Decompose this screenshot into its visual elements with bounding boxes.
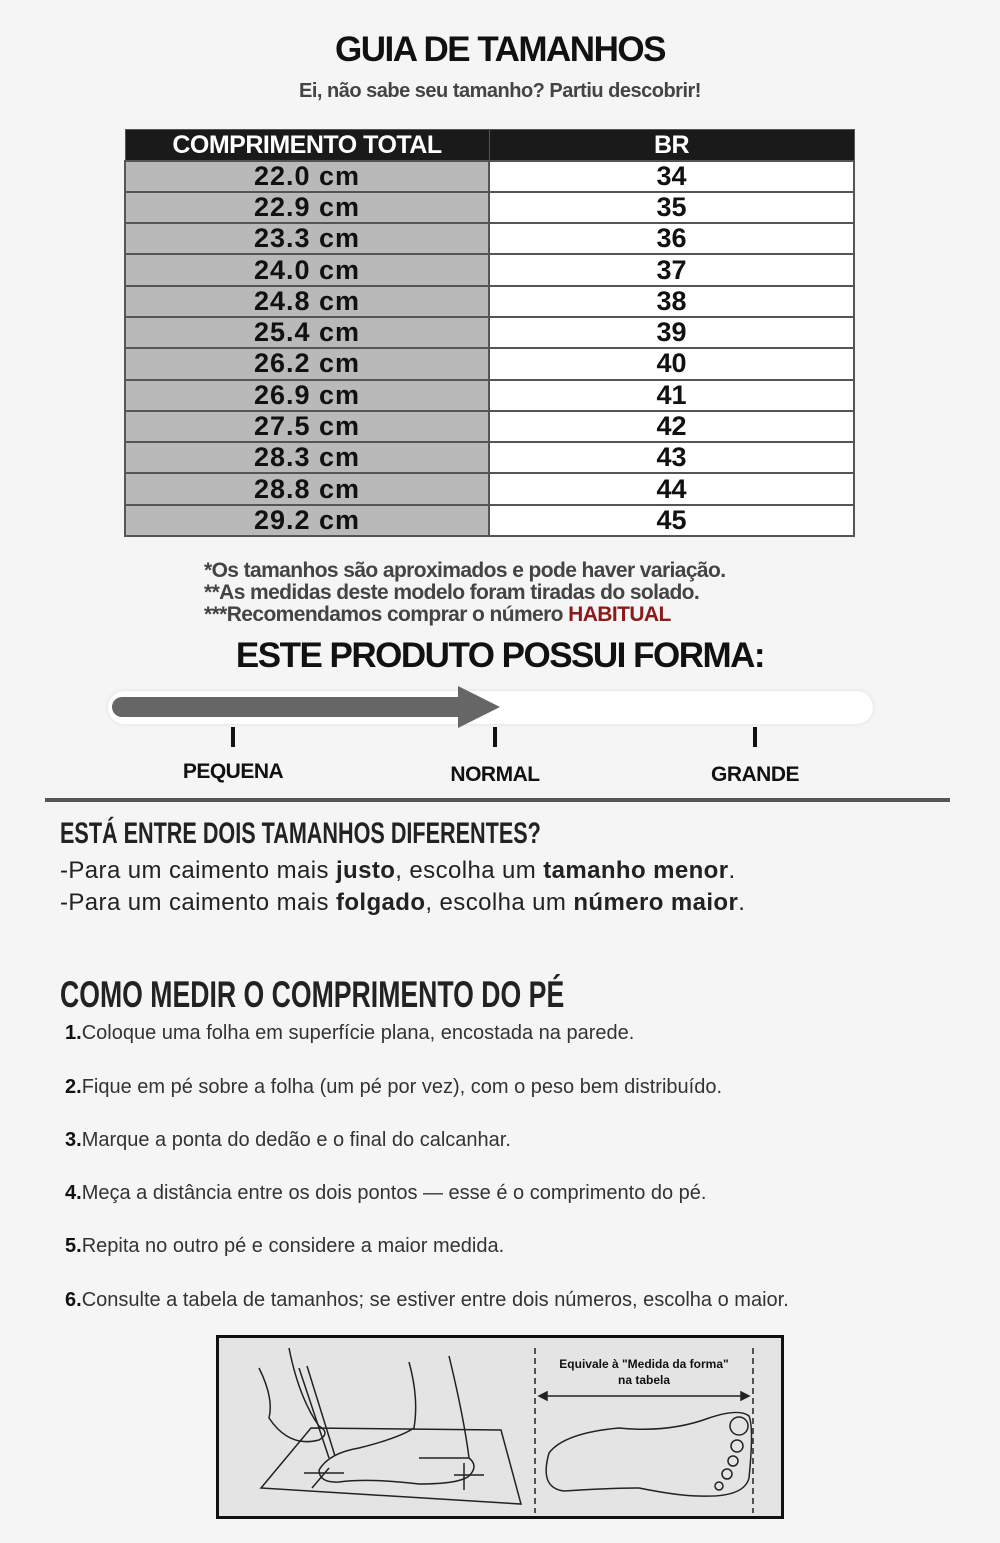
length-cell: 29.2 cm [124,503,490,538]
measure-step: 5.Repita no outro pé e considere a maior… [65,1235,505,1257]
between-line-1: -Para um caimento mais justo, escolha um… [60,857,736,884]
table-row: 25.4 cm 39 [124,315,855,350]
length-cell: 27.5 cm [124,409,490,444]
tick-normal [493,727,497,747]
size-table: COMPRIMENTO TOTAL BR 22.0 cm 34 22.9 cm 35 2… [124,129,855,538]
table-row: 22.9 cm 35 [124,190,855,225]
measure-step: 3.Marque a ponta do dedão e o final do c… [65,1129,511,1151]
table-row: 26.2 cm 40 [124,347,855,381]
length-cell: 25.4 cm [124,315,490,350]
length-cell: 23.3 cm [124,222,490,256]
tick-pequena [231,727,235,747]
table-row: 28.8 cm 44 [124,472,855,506]
br-size-cell: 43 [488,441,855,475]
measure-step: 4.Meça a distância entre os dois pontos … [65,1182,707,1204]
table-row: 26.9 cm 41 [124,378,855,412]
note-3-text: ***Recomendamos comprar o número [204,603,564,626]
br-size-cell: 39 [488,315,855,350]
habitual-highlight: HABITUAL [568,603,671,626]
br-size-cell: 35 [488,190,855,225]
how-to-measure-heading: COMO MEDIR O COMPRIMENTO DO PÉ [60,974,565,1015]
measure-step: 1.Coloque uma folha em superfície plana,… [65,1022,635,1044]
length-cell: 22.9 cm [124,190,490,225]
table-row: 27.5 cm 42 [124,409,855,444]
between-line-2: -Para um caimento mais folgado, escolha … [60,889,746,916]
fit-label-pequena: PEQUENA [182,760,284,783]
length-cell: 24.0 cm [124,253,490,287]
fit-title: ESTE PRODUTO POSSUI FORMA: [235,636,766,675]
measure-illustration: Equivale à "Medida da forma" na tabela [216,1335,784,1519]
table-row: 28.3 cm 43 [124,441,855,475]
br-size-cell: 40 [488,347,855,381]
page-subtitle: Ei, não sabe seu tamanho? Partiu descobr… [299,80,701,102]
length-cell: 26.2 cm [124,347,490,381]
note-1: *Os tamanhos são aproximados e pode have… [204,559,726,582]
br-size-cell: 45 [488,503,855,538]
length-cell: 28.3 cm [124,441,490,475]
br-size-cell: 38 [488,284,855,318]
length-cell: 22.0 cm [124,159,490,193]
column-header-br: BR [488,129,855,161]
table-row: 23.3 cm 36 [124,222,855,256]
br-size-cell: 34 [488,159,855,193]
fit-label-normal: NORMAL [450,763,540,786]
length-cell: 28.8 cm [124,472,490,506]
measure-step: 2.Fique em pé sobre a folha (um pé por v… [65,1076,723,1098]
note-3: ***Recomendamos comprar o número HABITUA… [204,604,725,626]
table-row: 22.0 cm 34 [124,159,855,193]
br-size-cell: 37 [488,253,855,287]
length-cell: 26.9 cm [124,378,490,412]
length-cell: 24.8 cm [124,284,490,318]
size-notes: *Os tamanhos são aproximados e pode have… [204,559,726,626]
section-divider [45,798,950,802]
tick-grande [753,727,757,747]
table-row: 29.2 cm 45 [124,503,855,538]
table-row: 24.0 cm 37 [124,253,855,287]
between-sizes-heading: ESTÁ ENTRE DOIS TAMANHOS DIFERENTES? [60,817,541,850]
br-size-cell: 42 [488,409,855,444]
foot-measure-drawing [258,1347,754,1513]
br-size-cell: 41 [488,378,855,412]
br-size-cell: 44 [488,472,855,506]
fit-label-grande: GRANDE [710,763,800,786]
column-header-length: COMPRIMENTO TOTAL [124,129,490,161]
table-row: 24.8 cm 38 [124,284,855,318]
measure-step: 6.Consulte a tabela de tamanhos; se esti… [65,1289,789,1311]
fit-arrow-icon [112,686,500,728]
page-title: GUIA DE TAMANHOS [335,30,666,69]
illustration-caption: Equivale à "Medida da forma" na tabela [559,1357,729,1387]
br-size-cell: 36 [488,222,855,256]
note-2: **As medidas deste modelo foram tiradas … [204,581,700,604]
